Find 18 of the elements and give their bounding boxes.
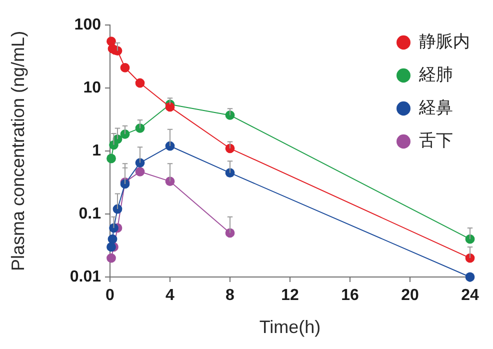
x-tick-label: 0 xyxy=(106,287,115,304)
x-tick-label: 12 xyxy=(281,287,299,304)
y-tick-label: 1 xyxy=(92,142,102,160)
legend-label: 静脈内 xyxy=(419,32,470,52)
x-tick-label: 8 xyxy=(226,287,235,304)
y-axis-title: Plasma concentration (ng/mL) xyxy=(8,30,28,272)
x-axis-title: Time(h) xyxy=(259,317,321,338)
x-tick-label: 24 xyxy=(461,287,479,304)
legend-label: 経鼻 xyxy=(418,98,453,118)
y-tick-label: 100 xyxy=(74,16,102,34)
y-tick-label: 0.01 xyxy=(70,268,102,286)
y-tick-label: 0.1 xyxy=(78,205,102,222)
x-tick-label: 16 xyxy=(341,287,359,304)
y-tick-label: 10 xyxy=(83,79,102,96)
x-tick-label: 20 xyxy=(401,287,419,304)
legend-label: 舌下 xyxy=(419,131,453,150)
legend-label: 経肺 xyxy=(418,65,453,84)
x-tick-label: 4 xyxy=(166,287,175,304)
